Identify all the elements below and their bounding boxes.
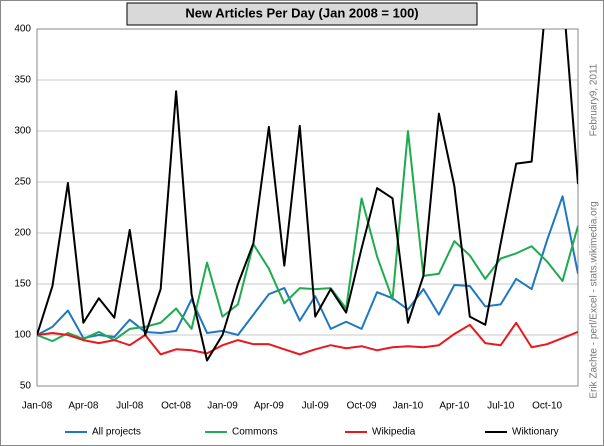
x-tick-label: Jan-10 [393,401,424,412]
x-tick-label: Oct-10 [532,401,562,412]
title-box [126,2,478,26]
plot-border [36,28,579,387]
x-tick-label: Oct-09 [347,401,377,412]
y-tick-label: 150 [14,279,31,290]
x-tick-label: Apr-08 [68,401,98,412]
legend-label: Wiktionary [512,427,559,438]
y-tick-label: 300 [14,126,31,137]
x-tick-label: Apr-09 [254,401,284,412]
x-tick-label: Oct-08 [161,401,191,412]
series-line [37,321,578,356]
x-tick-label: Jul-10 [487,401,515,412]
credit-note: Erik Zachte - perl/Excel - stats.wikimed… [589,201,600,398]
y-tick-label: 200 [14,228,31,239]
date-note: February9, 2011 [589,63,600,136]
x-tick-label: Jan-09 [207,401,238,412]
x-tick-label: Apr-10 [439,401,469,412]
legend-label: Commons [232,427,278,438]
series-line [37,130,578,343]
y-tick-label: 50 [20,381,32,392]
legend-label: Wikipedia [372,427,416,438]
series-line [37,29,578,362]
y-tick-label: 100 [14,330,31,341]
y-tick-label: 250 [14,177,31,188]
x-tick-label: Jan-08 [22,401,53,412]
chart-title: New Articles Per Day (Jan 2008 = 100) [185,5,418,20]
x-tick-label: Jul-08 [116,401,144,412]
x-tick-label: Jul-09 [302,401,330,412]
y-tick-label: 350 [14,75,31,86]
y-tick-label: 400 [14,24,31,35]
legend-label: All projects [92,427,141,438]
